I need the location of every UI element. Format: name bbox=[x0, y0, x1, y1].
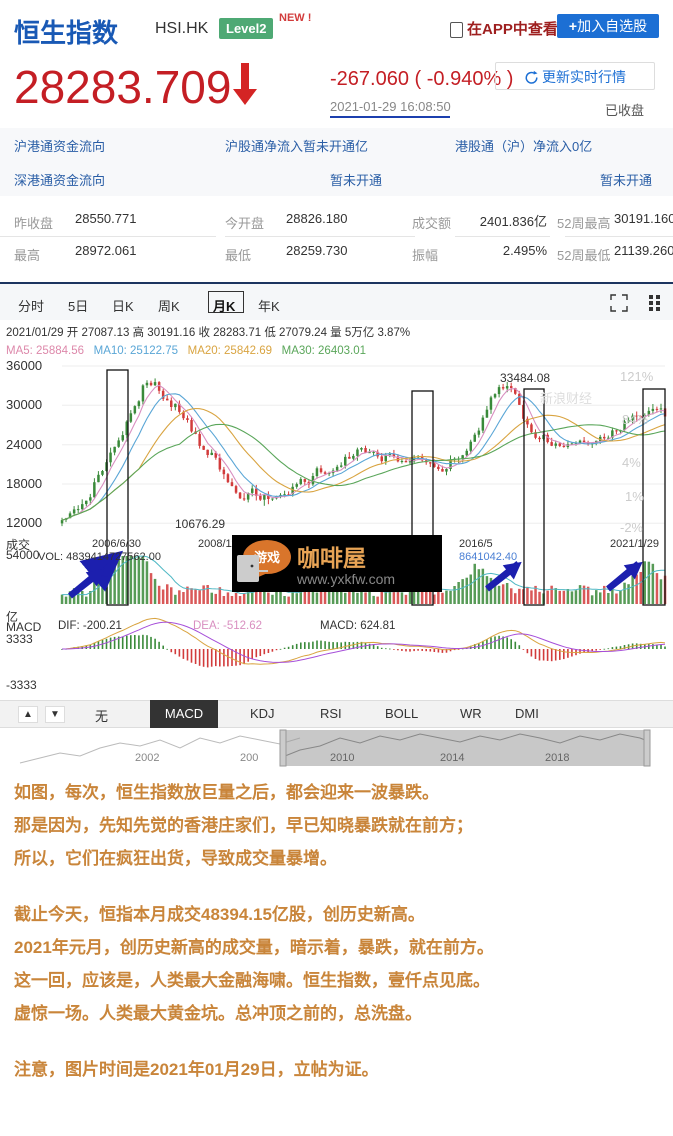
svg-text:咖啡屋: 咖啡屋 bbox=[297, 545, 366, 571]
svg-text:www.yxkfw.com: www.yxkfw.com bbox=[296, 571, 395, 587]
